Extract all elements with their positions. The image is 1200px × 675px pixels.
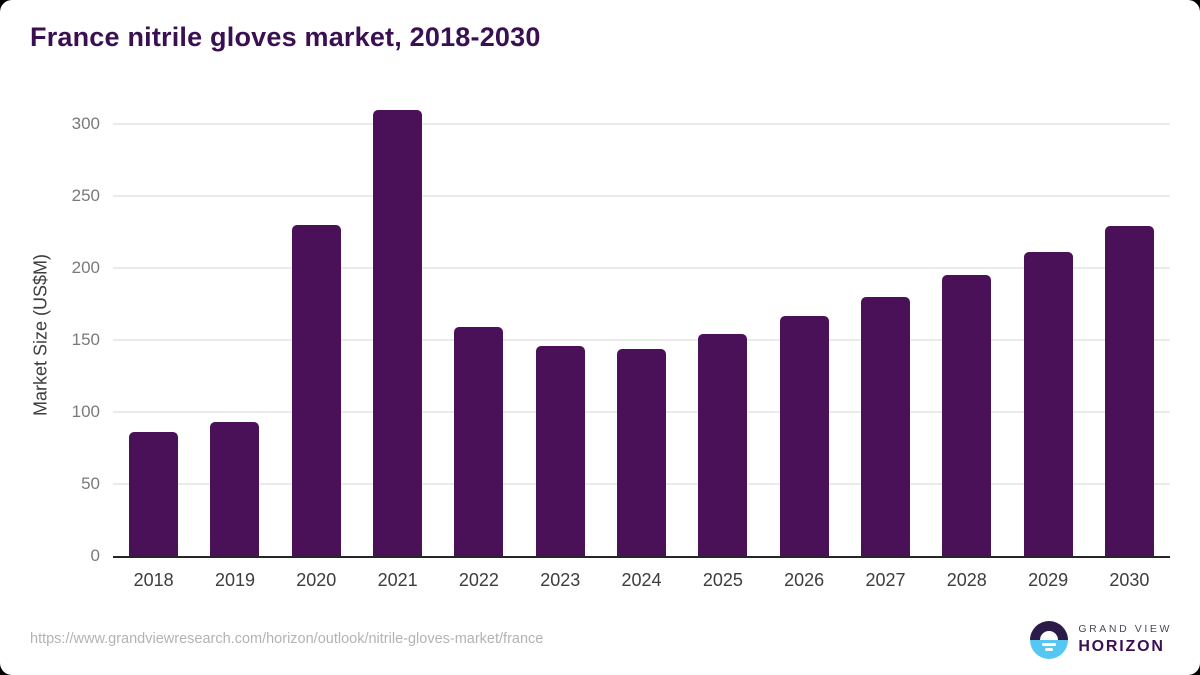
brand-logo: GRAND VIEW HORIZON bbox=[1030, 621, 1172, 659]
logo-horizon-text: HORIZON bbox=[1078, 637, 1165, 655]
logo-text: GRAND VIEW HORIZON bbox=[1078, 623, 1172, 656]
x-tick-label: 2022 bbox=[458, 570, 499, 590]
y-tick-label: 200 bbox=[71, 258, 100, 277]
bar-slot bbox=[276, 100, 357, 556]
bar-slot bbox=[764, 100, 845, 556]
bar-slot bbox=[845, 100, 926, 556]
y-tick-label: 100 bbox=[71, 402, 100, 421]
y-tick-label: 300 bbox=[71, 114, 100, 133]
bar-slot bbox=[113, 100, 194, 556]
bar-2030 bbox=[1104, 226, 1154, 556]
chart-title: France nitrile gloves market, 2018-2030 bbox=[30, 22, 541, 52]
sunrise-circle-icon bbox=[1030, 621, 1069, 659]
bar-2018 bbox=[129, 432, 179, 556]
gridline bbox=[113, 339, 1170, 341]
x-tick-label: 2029 bbox=[1028, 570, 1069, 590]
bar-slot bbox=[438, 100, 519, 556]
source-url: https://www.grandviewresearch.com/horizo… bbox=[30, 631, 544, 647]
x-tick-label: 2028 bbox=[946, 570, 987, 590]
bar-2022 bbox=[454, 327, 504, 556]
bar-slot bbox=[926, 100, 1007, 556]
x-tick-label: 2024 bbox=[621, 570, 662, 590]
gridline bbox=[113, 195, 1170, 197]
x-tick-label: 2019 bbox=[214, 570, 255, 590]
gridline bbox=[113, 123, 1170, 125]
bar-2028 bbox=[942, 275, 992, 556]
bar-2027 bbox=[860, 296, 910, 556]
x-tick-label: 2026 bbox=[784, 570, 825, 590]
y-tick-label: 0 bbox=[90, 546, 100, 565]
bar-slot bbox=[1007, 100, 1088, 556]
x-axis-labels: 2018 2019 2020 2021 2022 2023 2024 2025 2026 2027… bbox=[113, 570, 1170, 591]
bar-2026 bbox=[779, 315, 829, 556]
plot-area: 0 50 100 150 200 250 300 bbox=[72, 100, 1170, 565]
bar-slot bbox=[682, 100, 763, 556]
logo-reflection-line bbox=[1042, 643, 1057, 646]
y-tick-label: 250 bbox=[71, 186, 100, 205]
x-tick-label: 2018 bbox=[133, 570, 174, 590]
x-tick-label: 2021 bbox=[377, 570, 418, 590]
y-tick-label: 150 bbox=[71, 330, 100, 349]
bar-2023 bbox=[535, 345, 585, 556]
bar-2021 bbox=[373, 109, 423, 556]
x-tick-label: 2023 bbox=[540, 570, 581, 590]
logo-reflection-line bbox=[1045, 648, 1054, 651]
bar-slot bbox=[357, 100, 438, 556]
x-tick-label: 2020 bbox=[296, 570, 337, 590]
bars-row bbox=[113, 100, 1170, 556]
bar-slot bbox=[601, 100, 682, 556]
gridline bbox=[113, 267, 1170, 269]
bar-slot bbox=[520, 100, 601, 556]
bar-2025 bbox=[698, 334, 748, 556]
x-tick-label: 2030 bbox=[1109, 570, 1150, 590]
bar-slot bbox=[1089, 100, 1170, 556]
bar-2029 bbox=[1023, 252, 1073, 556]
logo-grandview-text: GRAND VIEW bbox=[1078, 623, 1172, 636]
bar-2019 bbox=[210, 422, 260, 556]
y-tick-label: 50 bbox=[81, 474, 100, 493]
bar-slot bbox=[194, 100, 275, 556]
bar-2024 bbox=[617, 348, 667, 556]
bar-2020 bbox=[291, 224, 341, 556]
logo-sun-icon bbox=[1040, 631, 1059, 640]
x-tick-label: 2025 bbox=[702, 570, 743, 590]
x-tick-label: 2027 bbox=[865, 570, 906, 590]
